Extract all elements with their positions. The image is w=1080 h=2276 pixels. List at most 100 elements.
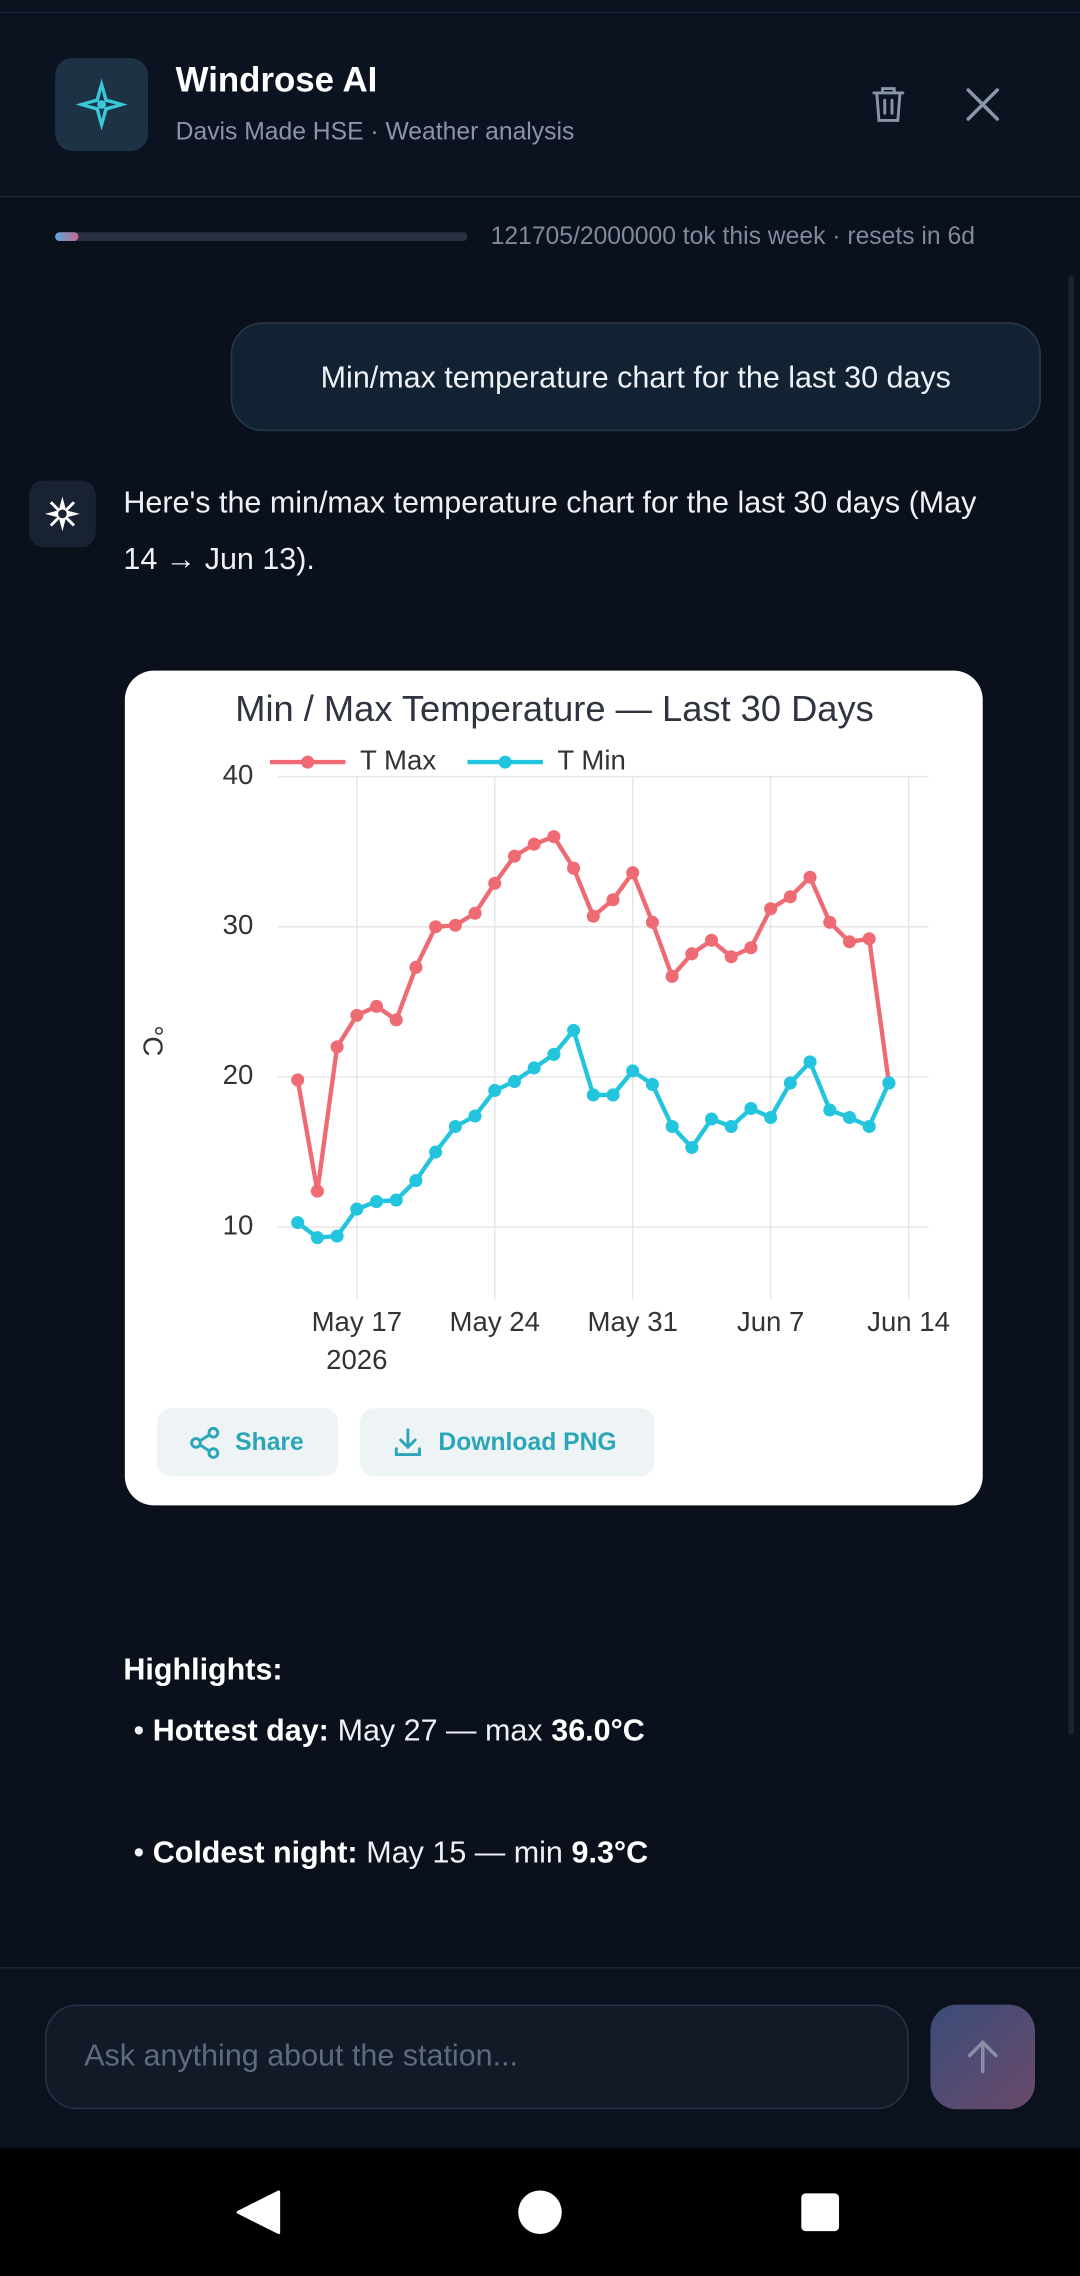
data-point — [882, 1076, 896, 1090]
send-button[interactable] — [930, 2004, 1035, 2110]
data-point — [527, 837, 541, 851]
user-message: Min/max temperature chart for the last 3… — [230, 322, 1041, 432]
x-tick-label: May 31 — [587, 1306, 677, 1337]
x-tick-label: Jun 14 — [867, 1306, 950, 1337]
app-title: Windrose AI — [175, 60, 378, 101]
data-point — [685, 1140, 699, 1155]
data-point — [330, 1040, 344, 1054]
data-point — [586, 909, 600, 923]
assistant-avatar — [29, 480, 96, 548]
message-input[interactable]: Ask anything about the station... — [45, 2004, 909, 2110]
usage-bar — [55, 232, 468, 241]
back-button[interactable] — [236, 2190, 281, 2235]
download-label: Download PNG — [438, 1428, 617, 1456]
scrollbar — [1068, 275, 1075, 1735]
data-point — [842, 1110, 857, 1125]
data-point — [330, 1229, 344, 1243]
data-point — [409, 1174, 423, 1188]
highlight-value: 9.3°C — [571, 1836, 649, 1870]
data-point — [665, 1119, 679, 1134]
data-point — [468, 1109, 482, 1123]
data-point — [586, 1088, 600, 1102]
data-point — [488, 876, 502, 890]
data-point — [448, 918, 462, 932]
data-point — [645, 915, 659, 929]
data-point — [507, 1074, 521, 1088]
highlight-text: May 27 — max — [337, 1714, 543, 1748]
data-point — [369, 1195, 384, 1209]
download-button[interactable]: Download PNG — [360, 1408, 655, 1477]
series-line — [295, 834, 892, 1194]
y-tick-label: 20 — [223, 1059, 254, 1090]
data-point — [547, 1047, 561, 1061]
data-point — [310, 1184, 324, 1198]
data-point — [429, 1145, 443, 1159]
legend-marker — [498, 755, 512, 769]
nav-icons — [236, 2190, 840, 2235]
y-tick-label: 30 — [223, 909, 254, 940]
legend-label: T Min — [557, 744, 625, 775]
delete-button[interactable] — [868, 84, 909, 125]
x-tick-label: May 24 — [450, 1306, 540, 1337]
share-button[interactable]: Share — [156, 1408, 339, 1477]
highlight-text: May 15 — min — [366, 1836, 563, 1870]
data-point — [409, 960, 423, 974]
usage-bar-fill — [55, 232, 79, 241]
chart-title: Min / Max Temperature — Last 30 Days — [235, 688, 874, 729]
close-button[interactable] — [962, 84, 1003, 125]
data-point — [862, 1119, 876, 1134]
data-point — [429, 920, 443, 934]
data-point — [783, 890, 797, 904]
data-point — [606, 893, 620, 907]
data-point — [803, 1055, 817, 1069]
data-point — [389, 1013, 403, 1027]
data-point — [547, 830, 561, 844]
data-point — [724, 1119, 738, 1134]
x-year-label: 2026 — [326, 1344, 387, 1375]
assistant-message: Here's the min/max temperature chart for… — [123, 486, 977, 577]
data-point — [744, 1101, 758, 1116]
data-point — [764, 1110, 778, 1125]
usage-text: 121705/2000000 tok this week · resets in… — [490, 222, 975, 250]
data-point — [724, 950, 738, 964]
highlights-title: Highlights: — [123, 1653, 283, 1687]
data-point — [842, 935, 857, 949]
series-line — [296, 1028, 891, 1240]
data-point — [685, 947, 699, 961]
data-point — [626, 1064, 640, 1078]
y-tick-label: 10 — [223, 1209, 254, 1240]
logo — [55, 58, 149, 151]
data-point — [389, 1193, 403, 1207]
home-button[interactable] — [518, 2190, 562, 2235]
data-point — [567, 1023, 581, 1037]
data-point — [665, 969, 679, 983]
data-point — [291, 1216, 305, 1230]
x-tick-label: May 17 — [312, 1306, 402, 1337]
data-point — [764, 902, 778, 916]
data-point — [862, 932, 876, 946]
data-point — [645, 1077, 659, 1091]
highlight-label: Coldest night: — [152, 1836, 358, 1870]
data-point — [783, 1076, 797, 1090]
data-point — [705, 933, 719, 947]
download-icon — [394, 1428, 421, 1456]
data-point — [310, 1231, 324, 1245]
data-point — [823, 1103, 837, 1117]
x-tick-label: Jun 7 — [737, 1306, 804, 1337]
data-point — [468, 906, 482, 920]
recents-button[interactable] — [801, 2193, 840, 2232]
avatar-icon — [45, 496, 80, 532]
data-point — [803, 870, 817, 884]
highlight-label: Hottest day: — [152, 1714, 329, 1748]
grid — [277, 775, 929, 1300]
header — [0, 0, 1080, 198]
share-label: Share — [235, 1428, 304, 1456]
legend-label: T Max — [360, 744, 436, 775]
data-point — [567, 861, 581, 875]
app-subtitle: Davis Made HSE · Weather analysis — [175, 117, 575, 146]
logo-icon — [75, 78, 128, 131]
data-point — [705, 1112, 719, 1126]
data-point — [350, 1202, 364, 1216]
